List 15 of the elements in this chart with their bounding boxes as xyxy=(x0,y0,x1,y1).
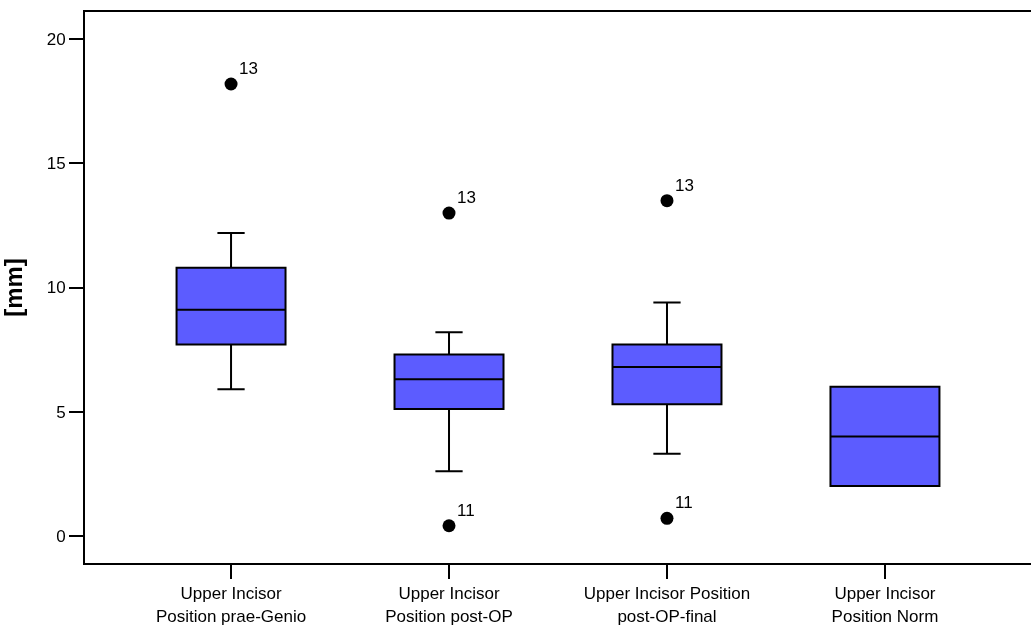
x-tick-label: Upper Incisor Position post-OP-final xyxy=(583,584,751,626)
y-tick-label: 5 xyxy=(56,402,66,422)
y-tick-label: 15 xyxy=(46,154,66,174)
y-axis-title: [mm] xyxy=(0,258,27,317)
annotation: 13 xyxy=(239,59,258,78)
y-tick-label: 0 xyxy=(56,526,66,546)
annotation: 13 xyxy=(675,176,694,195)
x-tick-label: Upper Incisor Position prae-Genio xyxy=(155,584,307,626)
x-tick-label: Upper Incisor Position post-OP xyxy=(385,584,513,626)
annotation: 11 xyxy=(675,493,693,512)
annotation: 11 xyxy=(457,501,475,520)
x-tick-label: Upper Incisor Position Norm xyxy=(831,584,939,626)
y-tick-label: 10 xyxy=(46,278,66,298)
annotation: 13 xyxy=(457,188,476,207)
y-tick-label: 20 xyxy=(46,30,66,50)
